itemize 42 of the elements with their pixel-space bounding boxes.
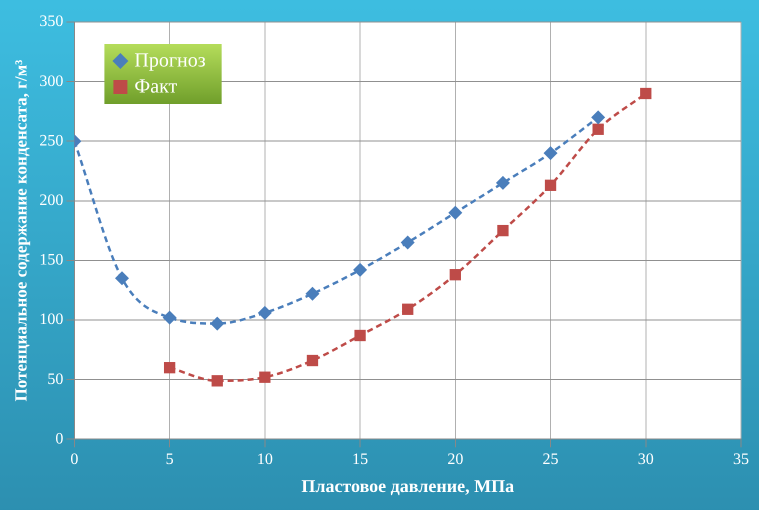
- point: [162, 310, 177, 325]
- legend-label: Факт: [134, 75, 178, 98]
- y-tick-label: 350: [39, 13, 64, 30]
- point: [450, 269, 461, 280]
- point: [592, 124, 604, 135]
- point: [353, 262, 368, 277]
- point: [496, 176, 510, 190]
- point: [544, 180, 556, 191]
- y-tick-label: 250: [39, 132, 64, 150]
- x-axis-title: Пластовое давление, МПа: [301, 476, 514, 496]
- point: [448, 206, 462, 220]
- y-axis-title: Потенциальное содержание конденсата, г/м³: [12, 60, 31, 402]
- point: [544, 146, 558, 160]
- point: [591, 110, 606, 124]
- point: [497, 224, 509, 236]
- point: [306, 354, 318, 366]
- point: [640, 88, 652, 100]
- point: [210, 316, 224, 331]
- point: [164, 362, 176, 374]
- y-tick-label: 300: [39, 72, 64, 90]
- point: [354, 330, 366, 342]
- point: [400, 236, 415, 250]
- y-tick-label: 150: [39, 252, 64, 269]
- y-tick-label: 50: [47, 370, 64, 388]
- point: [259, 372, 271, 383]
- y-tick-label: 100: [39, 311, 64, 328]
- x-tick-label: 0: [70, 451, 78, 468]
- x-tick-label: 15: [352, 451, 368, 468]
- point: [402, 304, 414, 315]
- x-tick-label: 20: [447, 451, 464, 468]
- point: [258, 306, 272, 320]
- x-tick-label: 5: [166, 451, 174, 468]
- x-tick-label: 35: [733, 451, 749, 468]
- point: [305, 286, 320, 301]
- y-tick-label: 0: [55, 430, 64, 448]
- point: [212, 375, 223, 386]
- x-tick-label: 30: [638, 451, 654, 468]
- legend-label: Прогноз: [134, 49, 206, 72]
- x-tick-label: 25: [542, 451, 559, 468]
- x-tick-label: 10: [256, 451, 273, 468]
- point: [115, 271, 130, 286]
- y-tick-label: 200: [39, 192, 64, 210]
